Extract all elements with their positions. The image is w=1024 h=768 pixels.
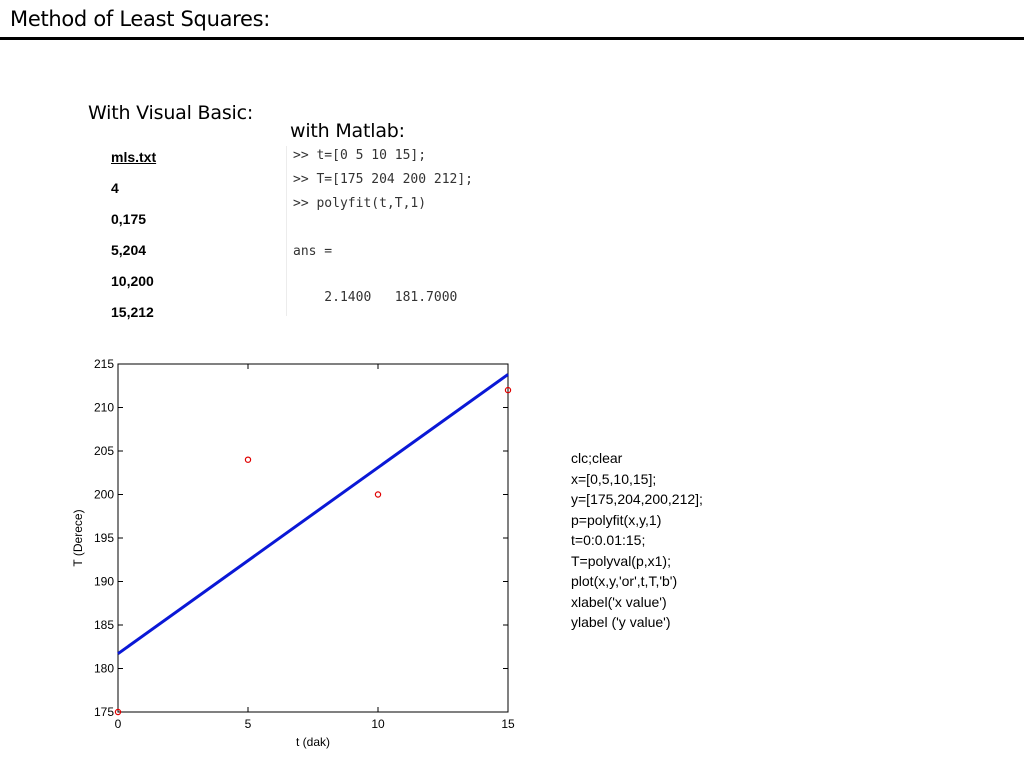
code-line: t=0:0.01:15; [571, 532, 646, 548]
slide-title: Method of Least Squares: [10, 7, 271, 31]
y-tick-label: 210 [94, 401, 114, 415]
y-tick-label: 200 [94, 488, 114, 502]
file-name: mls.txt [111, 149, 157, 165]
console-line: 2.1400 181.7000 [293, 290, 458, 305]
matlab-code-block: clc;clear x=[0,5,10,15]; y=[175,204,200,… [571, 448, 703, 633]
data-point [504, 386, 512, 394]
y-tick-label: 180 [94, 662, 114, 676]
code-line: xlabel('x value') [571, 593, 667, 610]
y-tick-label: 190 [94, 575, 114, 589]
code-line: y=[175,204,200,212]; [571, 491, 703, 507]
console-line: >> polyfit(t,T,1) [293, 196, 427, 211]
code-line: x=[0,5,10,15]; [571, 470, 657, 487]
x-axis-label: t (dak) [296, 735, 330, 749]
fit-line [117, 373, 509, 655]
axis-ticks: 0 5 10 15 175 180 185 190 195 200 205 210 215 [94, 357, 515, 731]
y-tick-label: 185 [94, 618, 114, 632]
x-tick-label: 10 [371, 717, 385, 731]
plot-series [114, 373, 512, 716]
code-line: ylabel ('y value') [571, 614, 671, 630]
y-tick-label: 195 [94, 531, 114, 545]
title-divider [0, 37, 1024, 40]
file-line-point: 15,212 [111, 304, 154, 320]
code-line: clc;clear [571, 450, 623, 466]
visual-basic-heading: With Visual Basic: [88, 102, 254, 124]
matlab-heading: with Matlab: [290, 120, 405, 142]
data-point [374, 491, 382, 498]
x-tick-label: 0 [115, 717, 122, 731]
x-tick-label: 15 [501, 717, 515, 731]
console-line: >> T=[175 204 200 212]; [293, 172, 474, 187]
file-line-point: 5,204 [111, 242, 147, 258]
file-line-count: 4 [111, 180, 119, 196]
y-tick-label: 205 [94, 444, 114, 458]
console-line: >> t=[0 5 10 15]; [293, 148, 427, 163]
code-line: p=polyfit(x,y,1) [571, 511, 662, 528]
code-line: T=polyval(p,x1); [571, 552, 671, 569]
matlab-console-screenshot: >> t=[0 5 10 15]; >> T=[175 204 200 212]… [286, 146, 543, 316]
least-squares-plot: 0 5 10 15 175 180 185 190 195 200 205 210 215 t (dak… [71, 357, 515, 749]
data-point [114, 708, 122, 716]
x-tick-label: 5 [245, 717, 252, 731]
file-line-point: 10,200 [111, 273, 154, 289]
y-tick-label: 215 [94, 357, 114, 371]
y-axis-label: T (Derece) [71, 509, 85, 566]
data-point [244, 456, 252, 463]
file-line-point: 0,175 [111, 211, 147, 227]
console-line: ans = [293, 244, 333, 259]
y-tick-label: 175 [94, 705, 114, 719]
code-line: plot(x,y,'or',t,T,'b') [571, 573, 678, 589]
